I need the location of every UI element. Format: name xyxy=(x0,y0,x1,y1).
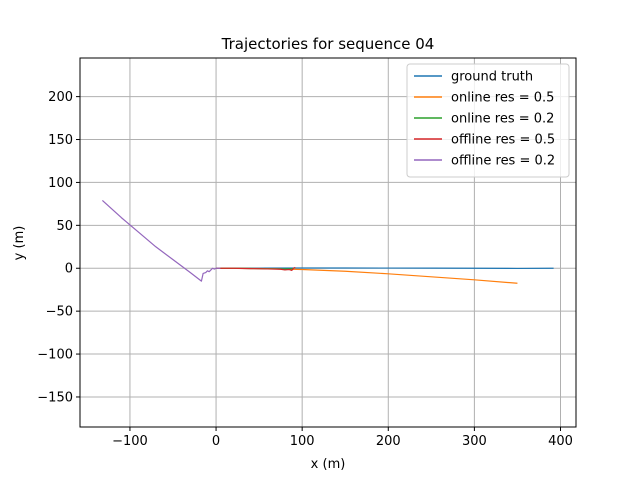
legend-box xyxy=(406,63,570,178)
ticks-group: −100 0 100 200 300 400 −150 −100 −50 0 50 100 150 200 xyxy=(37,90,573,449)
x-tick-label: 100 xyxy=(290,434,315,449)
x-tick-label: 400 xyxy=(548,434,573,449)
x-tick-label: 0 xyxy=(212,434,220,449)
series-line-3 xyxy=(216,266,296,271)
series-group xyxy=(101,200,554,284)
legend-label: ground truth xyxy=(451,70,533,85)
legend-label: offline res = 0.5 xyxy=(451,133,555,148)
plot-frame xyxy=(79,57,577,428)
series-line-4 xyxy=(101,200,221,282)
legend-label: online res = 0.5 xyxy=(451,91,554,106)
chart-title: Trajectories for sequence 04 xyxy=(221,35,435,53)
y-tick-label: 150 xyxy=(48,133,73,148)
x-tick-label: 300 xyxy=(462,434,487,449)
y-tick-label: 100 xyxy=(48,176,73,191)
legend-label: online res = 0.2 xyxy=(451,112,554,127)
x-tick-label: −100 xyxy=(112,434,148,449)
y-tick-label: −50 xyxy=(46,305,73,320)
y-tick-label: 200 xyxy=(48,90,73,105)
x-tick-label: 200 xyxy=(376,434,401,449)
y-tick-label: −100 xyxy=(37,348,73,363)
legend-label: offline res = 0.2 xyxy=(451,154,555,169)
legend: ground truth online res = 0.5 online res =… xyxy=(406,63,570,178)
x-axis-label: x (m) xyxy=(311,457,346,472)
y-tick-label: −150 xyxy=(37,390,73,405)
y-tick-label: 50 xyxy=(56,219,73,234)
y-axis-label: y (m) xyxy=(12,226,27,261)
y-tick-label: 0 xyxy=(65,262,73,277)
